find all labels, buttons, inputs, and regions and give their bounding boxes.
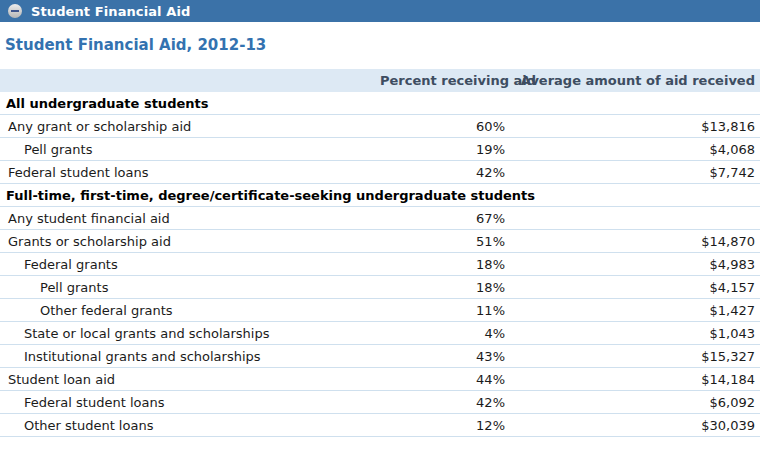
row-percent-value: 51% [380,230,505,253]
section-header-label: Full-time, first-time, degree/certificat… [0,184,760,207]
minus-glyph [11,10,19,12]
row-amount-value: $14,870 [505,230,760,253]
row-label: Grants or scholarship aid [0,230,380,253]
row-percent-value: 60% [380,115,505,138]
table-row: Other student loans12%$30,039 [0,414,760,437]
row-label: Pell grants [0,276,380,299]
row-amount-value: $13,816 [505,115,760,138]
section-collapse-bar[interactable]: Student Financial Aid [0,0,760,22]
row-amount-value: $6,092 [505,391,760,414]
row-amount-value: $30,039 [505,414,760,437]
row-amount-value: $7,742 [505,161,760,184]
section-header-row: Full-time, first-time, degree/certificat… [0,184,760,207]
section-bar-title: Student Financial Aid [31,4,190,19]
row-amount-value: $14,184 [505,368,760,391]
section-header-row: All undergraduate students [0,92,760,115]
row-amount-value: $1,427 [505,299,760,322]
row-amount-value: $4,068 [505,138,760,161]
table-row: Pell grants18%$4,157 [0,276,760,299]
row-label: State or local grants and scholarships [0,322,380,345]
row-percent-value: 11% [380,299,505,322]
row-label: Any grant or scholarship aid [0,115,380,138]
financial-aid-table: Percent receiving aid Average amount of … [0,69,760,437]
table-row: Institutional grants and scholarships43%… [0,345,760,368]
page-title: Student Financial Aid, 2012-13 [5,36,760,54]
row-percent-value: 19% [380,138,505,161]
row-percent-value: 43% [380,345,505,368]
column-header-item [0,69,380,92]
row-label: Other student loans [0,414,380,437]
table-row: Federal grants18%$4,983 [0,253,760,276]
row-percent-value: 18% [380,276,505,299]
row-percent-value: 42% [380,161,505,184]
row-amount-value: $4,157 [505,276,760,299]
table-row: Other federal grants11%$1,427 [0,299,760,322]
table-row: Any student financial aid67% [0,207,760,230]
row-percent-value: 42% [380,391,505,414]
table-row: Pell grants19%$4,068 [0,138,760,161]
row-label: Institutional grants and scholarships [0,345,380,368]
row-amount-value: $4,983 [505,253,760,276]
row-amount-value [505,207,760,230]
table-row: Student loan aid44%$14,184 [0,368,760,391]
column-header-amount: Average amount of aid received [505,69,760,92]
row-percent-value: 4% [380,322,505,345]
table-header-row: Percent receiving aid Average amount of … [0,69,760,92]
table-row: State or local grants and scholarships4%… [0,322,760,345]
table-row: Any grant or scholarship aid60%$13,816 [0,115,760,138]
table-row: Federal student loans42%$6,092 [0,391,760,414]
table-row: Grants or scholarship aid51%$14,870 [0,230,760,253]
row-percent-value: 18% [380,253,505,276]
row-percent-value: 44% [380,368,505,391]
row-label: Any student financial aid [0,207,380,230]
row-label: Student loan aid [0,368,380,391]
row-percent-value: 12% [380,414,505,437]
row-label: Pell grants [0,138,380,161]
row-percent-value: 67% [380,207,505,230]
table-row: Federal student loans42%$7,742 [0,161,760,184]
collapse-minus-icon[interactable] [8,4,22,18]
column-header-percent: Percent receiving aid [380,69,505,92]
row-amount-value: $15,327 [505,345,760,368]
row-amount-value: $1,043 [505,322,760,345]
section-header-label: All undergraduate students [0,92,760,115]
row-label: Federal grants [0,253,380,276]
row-label: Other federal grants [0,299,380,322]
row-label: Federal student loans [0,391,380,414]
row-label: Federal student loans [0,161,380,184]
